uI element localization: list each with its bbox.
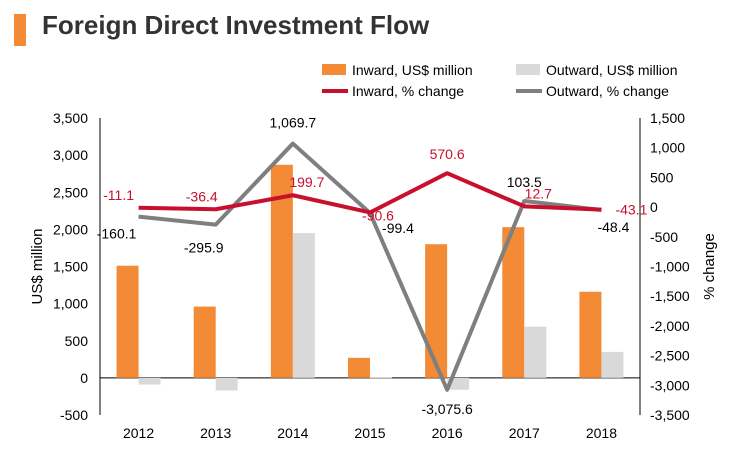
legend-label: Inward, % change: [352, 83, 464, 99]
x-tick-label: 2015: [354, 425, 385, 441]
outward-change-label: 1,069.7: [269, 115, 316, 131]
outward-bar: [601, 351, 624, 378]
y-tick-label: 1,000: [53, 296, 88, 312]
y-tick-label: 3,500: [53, 110, 88, 126]
inward-change-line: [138, 171, 602, 215]
y2-tick-label: -3,000: [650, 377, 690, 393]
inward-change-label: -36.4: [186, 188, 218, 204]
y2-tick-label: -2,500: [650, 348, 690, 364]
inward-bar: [579, 291, 602, 378]
outward-bar: [138, 377, 161, 385]
inward-bar: [348, 357, 370, 378]
y-tick-label: -500: [60, 407, 88, 423]
y2-tick-label: -1,500: [650, 288, 690, 304]
y-tick-label: 500: [65, 333, 89, 349]
x-tick-label: 2016: [432, 425, 463, 441]
y-tick-label: 0: [80, 370, 88, 386]
inward-change-label: 12.7: [525, 185, 552, 201]
inward-bar: [502, 227, 525, 378]
inward-change-label: -90.6: [362, 207, 394, 223]
y-tick-label: 2,000: [53, 221, 88, 237]
outward-change-label: -99.4: [382, 220, 414, 236]
legend-swatch: [322, 64, 346, 75]
outward-change-label: -160.1: [97, 226, 137, 242]
y2-tick-label: 500: [650, 169, 674, 185]
inward-change-label: 570.6: [430, 146, 465, 162]
inward-bar: [425, 244, 448, 378]
x-tick-label: 2013: [200, 425, 231, 441]
y2-axis-title: % change: [701, 233, 718, 300]
outward-change-label: -3,075.6: [421, 401, 473, 417]
y2-tick-label: -500: [650, 229, 678, 245]
inward-bar: [270, 164, 293, 378]
y2-tick-label: -2,000: [650, 318, 690, 334]
outward-bar: [447, 377, 470, 390]
inward-bar: [116, 265, 139, 378]
outward-change-label: 103.5: [507, 174, 542, 190]
y-axis-title: US$ million: [29, 229, 46, 305]
inward-change-label: -11.1: [103, 187, 134, 203]
title-accent-bar: [14, 14, 26, 46]
inward-change-label: -43.1: [615, 202, 647, 218]
y2-tick-label: 1,000: [650, 140, 685, 156]
y2-tick-label: 1,500: [650, 110, 685, 126]
outward-bar: [215, 377, 238, 391]
legend-label: Inward, US$ million: [352, 62, 473, 78]
y-tick-label: 2,500: [53, 184, 88, 200]
inward-change-label: 199.7: [289, 174, 324, 190]
outward-bar: [524, 326, 547, 378]
legend-swatch: [516, 64, 540, 75]
outward-change-label: -295.9: [184, 240, 224, 256]
legend-label: Outward, % change: [546, 83, 669, 99]
outward-bar: [292, 233, 315, 378]
inward-bar: [193, 306, 216, 378]
x-tick-label: 2017: [509, 425, 540, 441]
outward-change-label: -48.4: [597, 219, 629, 235]
chart-title: Foreign Direct Investment Flow: [42, 10, 430, 40]
x-tick-label: 2018: [586, 425, 617, 441]
y-tick-label: 1,500: [53, 259, 88, 275]
y-tick-label: 3,000: [53, 147, 88, 163]
x-tick-label: 2014: [277, 425, 308, 441]
outward-bar: [370, 377, 392, 379]
y2-tick-label: -1,000: [650, 259, 690, 275]
legend-label: Outward, US$ million: [546, 62, 678, 78]
y2-tick-label: 0: [650, 199, 658, 215]
y2-tick-label: -3,500: [650, 407, 690, 423]
x-tick-label: 2012: [123, 425, 154, 441]
